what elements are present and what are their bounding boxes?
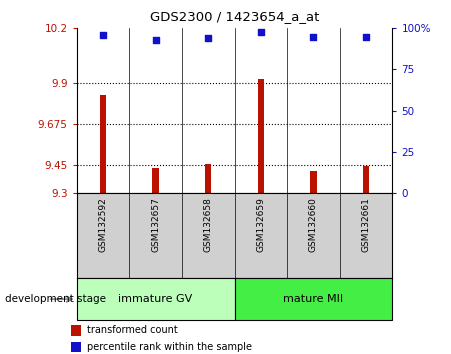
Text: transformed count: transformed count: [87, 325, 178, 336]
Text: immature GV: immature GV: [119, 294, 193, 304]
Point: [363, 34, 370, 39]
Point: [257, 29, 264, 34]
Bar: [363, 166, 369, 193]
Bar: [205, 164, 212, 193]
Point: [152, 37, 159, 43]
Point: [310, 34, 317, 39]
Text: GSM132661: GSM132661: [362, 197, 371, 252]
Bar: [71, 325, 81, 336]
Text: GSM132592: GSM132592: [98, 197, 107, 252]
Title: GDS2300 / 1423654_a_at: GDS2300 / 1423654_a_at: [150, 10, 319, 23]
Bar: [258, 79, 264, 193]
Text: GSM132659: GSM132659: [256, 197, 265, 252]
Text: development stage: development stage: [5, 294, 106, 304]
Text: GSM132660: GSM132660: [309, 197, 318, 252]
Bar: [310, 171, 317, 193]
Bar: [235, 278, 392, 320]
Text: percentile rank within the sample: percentile rank within the sample: [87, 342, 252, 352]
Bar: [71, 342, 81, 352]
Bar: [77, 278, 235, 320]
Point: [99, 32, 106, 38]
Text: GSM132658: GSM132658: [204, 197, 213, 252]
Text: GSM132657: GSM132657: [151, 197, 160, 252]
Bar: [152, 168, 159, 193]
Bar: [100, 95, 106, 193]
Text: mature MII: mature MII: [283, 294, 344, 304]
Point: [205, 35, 212, 41]
